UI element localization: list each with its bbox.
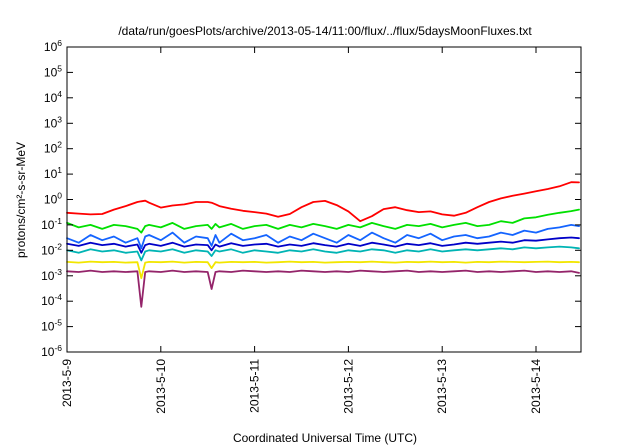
y-tick-label-base: 10: [44, 91, 58, 105]
y-tick-label-base: 10: [44, 167, 58, 181]
y-tick-label-base: 10: [44, 40, 58, 54]
y-tick-label: 101: [44, 165, 62, 181]
series-line-3: [66, 223, 580, 250]
y-axis-label: protons/cm²-s-sr-MeV: [14, 142, 28, 258]
y-tick-label-exponent: 5: [57, 63, 62, 73]
y-tick-label-exponent: -2: [54, 241, 62, 251]
x-axis-label: Coordinated Universal Time (UTC): [233, 431, 417, 445]
y-tick-label-base: 10: [41, 294, 55, 308]
y-tick-label-exponent: -1: [54, 216, 62, 226]
y-tick-label-exponent: -4: [54, 292, 62, 302]
y-tick-label-exponent: 4: [57, 89, 62, 99]
y-tick-label-base: 10: [44, 193, 58, 207]
y-tick-label-exponent: 0: [57, 191, 62, 201]
x-axis: 2013-5-9 2013-5-10 2013-5-11 2013-5-12 2013-…: [60, 47, 543, 414]
y-tick-label-base: 10: [41, 345, 55, 359]
y-tick-label: 10-1: [41, 216, 62, 232]
y-tick-label: 103: [44, 114, 62, 130]
y-tick-label-exponent: 1: [57, 165, 62, 175]
x-tick-label: 2013-5-10: [154, 359, 168, 414]
y-tick-label: 10-4: [41, 292, 62, 308]
x-tick-label: 2013-5-14: [529, 359, 543, 414]
y-tick-label-exponent: -3: [54, 267, 62, 277]
y-tick-label: 105: [44, 63, 62, 79]
x-tick-label: 2013-5-9: [60, 359, 74, 407]
series-line-2: [66, 208, 580, 234]
y-tick-label: 10-2: [41, 241, 62, 257]
y-tick-label-exponent: -6: [54, 343, 62, 353]
y-tick-label: 10-6: [41, 343, 62, 359]
x-tick-label: 2013-5-11: [248, 359, 262, 413]
y-tick-label-exponent: 2: [57, 140, 62, 150]
y-axis: 10610510410310210110010-110-210-310-410-…: [41, 38, 581, 359]
y-tick-label: 104: [44, 89, 62, 105]
y-tick-label: 106: [44, 38, 62, 54]
x-tick-label: 2013-5-13: [435, 359, 449, 414]
y-tick-label-exponent: 3: [57, 114, 62, 124]
series-line-5: [66, 245, 580, 262]
y-tick-label-exponent: -5: [54, 318, 62, 328]
series-line-4: [66, 236, 580, 254]
y-tick-label-base: 10: [44, 116, 58, 130]
y-tick-label: 102: [44, 140, 62, 156]
series-line-1: [66, 181, 580, 223]
y-tick-label-base: 10: [41, 269, 55, 283]
chart-title: /data/run/goesPlots/archive/2013-05-14/1…: [118, 24, 532, 38]
y-tick-label: 10-3: [41, 267, 62, 283]
y-tick-label-base: 10: [41, 243, 55, 257]
y-tick-label-exponent: 6: [57, 38, 62, 48]
y-tick-label: 100: [44, 191, 62, 207]
y-tick-label-base: 10: [41, 320, 55, 334]
y-tick-label-base: 10: [44, 142, 58, 156]
series-layer: [66, 181, 580, 308]
series-line-7: [66, 269, 580, 308]
y-tick-label-base: 10: [41, 218, 55, 232]
series-line-6: [66, 260, 580, 280]
y-tick-label: 10-5: [41, 318, 62, 334]
y-tick-label-base: 10: [44, 65, 58, 79]
x-tick-label: 2013-5-12: [341, 359, 355, 414]
